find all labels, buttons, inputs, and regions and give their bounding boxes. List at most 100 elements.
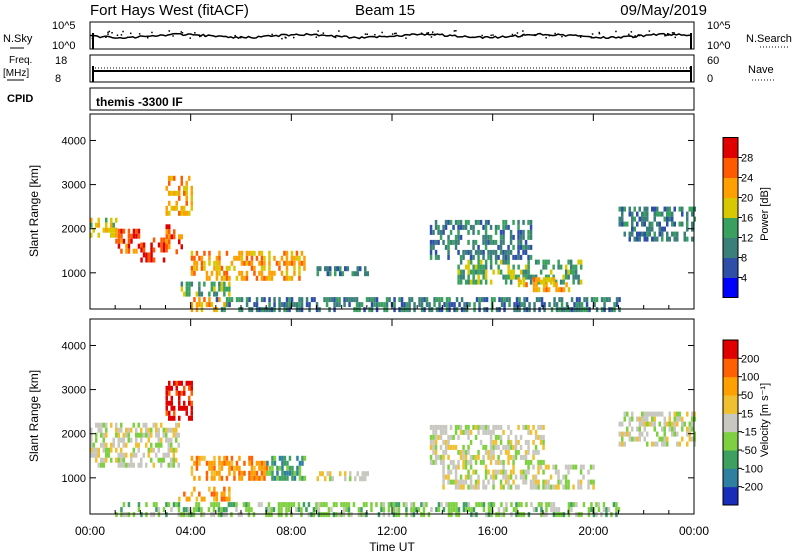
data-cell <box>533 307 536 313</box>
data-cell <box>170 462 173 468</box>
data-cell <box>569 269 573 275</box>
data-cell <box>564 479 568 485</box>
nsearch-dot <box>554 32 556 35</box>
data-cell <box>589 464 593 470</box>
data-cell <box>380 502 383 508</box>
data-cell <box>190 185 193 191</box>
data-cell <box>545 507 548 513</box>
data-cell <box>107 452 110 458</box>
data-cell <box>393 302 396 308</box>
data-cell <box>150 432 153 438</box>
data-cell <box>408 302 411 308</box>
data-cell <box>656 211 659 217</box>
data-cell <box>115 422 118 428</box>
data-cell <box>385 302 389 308</box>
data-cell <box>631 411 634 417</box>
data-cell <box>626 431 629 437</box>
data-cell <box>514 444 518 450</box>
data-cell <box>175 205 178 211</box>
data-cell <box>529 244 533 250</box>
data-cell <box>425 297 429 303</box>
data-cell <box>429 244 433 250</box>
data-cell <box>278 455 282 461</box>
data-cell <box>487 254 490 260</box>
data-cell <box>132 422 135 428</box>
data-cell <box>266 470 269 476</box>
data-cell <box>671 221 674 227</box>
data-cell <box>487 449 490 455</box>
data-cell <box>110 217 113 223</box>
data-cell <box>514 254 518 260</box>
data-cell <box>210 512 213 518</box>
data-cell <box>316 266 319 272</box>
data-cell <box>610 307 614 313</box>
data-cell <box>130 427 133 433</box>
data-cell <box>524 274 528 280</box>
data-cell <box>267 512 271 518</box>
data-cell <box>517 219 520 225</box>
data-cell <box>542 444 545 450</box>
data-cell <box>168 180 171 186</box>
data-cell <box>442 459 445 465</box>
data-cell <box>291 465 294 471</box>
data-cell <box>552 484 555 490</box>
data-cell <box>190 400 193 406</box>
x-tick-label: 04:00 <box>176 524 206 538</box>
data-cell <box>193 297 196 303</box>
data-cell <box>90 442 93 448</box>
data-cell <box>678 416 681 422</box>
nsearch-tick-top: 10^5 <box>707 20 731 32</box>
data-cell <box>316 476 319 482</box>
data-cell <box>165 224 168 230</box>
data-cell <box>296 465 299 471</box>
data-cell <box>290 260 294 266</box>
data-cell <box>691 411 694 417</box>
data-cell <box>474 484 478 490</box>
data-cell <box>132 447 135 453</box>
data-cell <box>514 274 518 280</box>
data-cell <box>522 277 526 283</box>
data-cell <box>535 277 538 283</box>
data-cell <box>413 307 416 313</box>
data-cell <box>452 224 455 230</box>
data-cell <box>527 259 530 265</box>
data-cell <box>499 484 503 490</box>
data-cell <box>97 462 100 468</box>
data-cell <box>282 502 286 508</box>
data-cell <box>459 234 463 240</box>
data-cell <box>462 464 465 470</box>
data-cell <box>527 444 530 450</box>
data-cell <box>474 279 478 285</box>
data-cell <box>172 457 175 463</box>
data-cell <box>305 507 308 513</box>
data-cell <box>459 429 463 435</box>
data-cell <box>688 426 691 432</box>
data-cell <box>322 512 326 518</box>
data-cell <box>524 269 528 275</box>
data-cell <box>200 260 204 266</box>
data-cell <box>462 454 465 460</box>
data-cell <box>220 265 224 271</box>
data-cell <box>653 421 656 427</box>
data-cell <box>577 484 580 490</box>
data-cell <box>213 455 216 461</box>
data-cell <box>341 271 344 277</box>
data-cell <box>228 496 231 502</box>
data-cell <box>592 464 595 470</box>
data-cell <box>260 255 264 261</box>
data-cell <box>127 427 130 433</box>
data-cell <box>567 512 571 518</box>
data-cell <box>454 429 458 435</box>
data-cell <box>453 307 456 313</box>
data-cell <box>559 279 563 285</box>
data-cell <box>392 512 396 518</box>
data-cell <box>579 464 583 470</box>
data-cell <box>472 264 475 270</box>
data-cell <box>303 255 306 261</box>
data-cell <box>597 502 601 508</box>
data-cell <box>215 491 219 497</box>
data-cell <box>539 434 543 440</box>
data-cell <box>567 469 570 475</box>
data-cell <box>288 275 291 281</box>
